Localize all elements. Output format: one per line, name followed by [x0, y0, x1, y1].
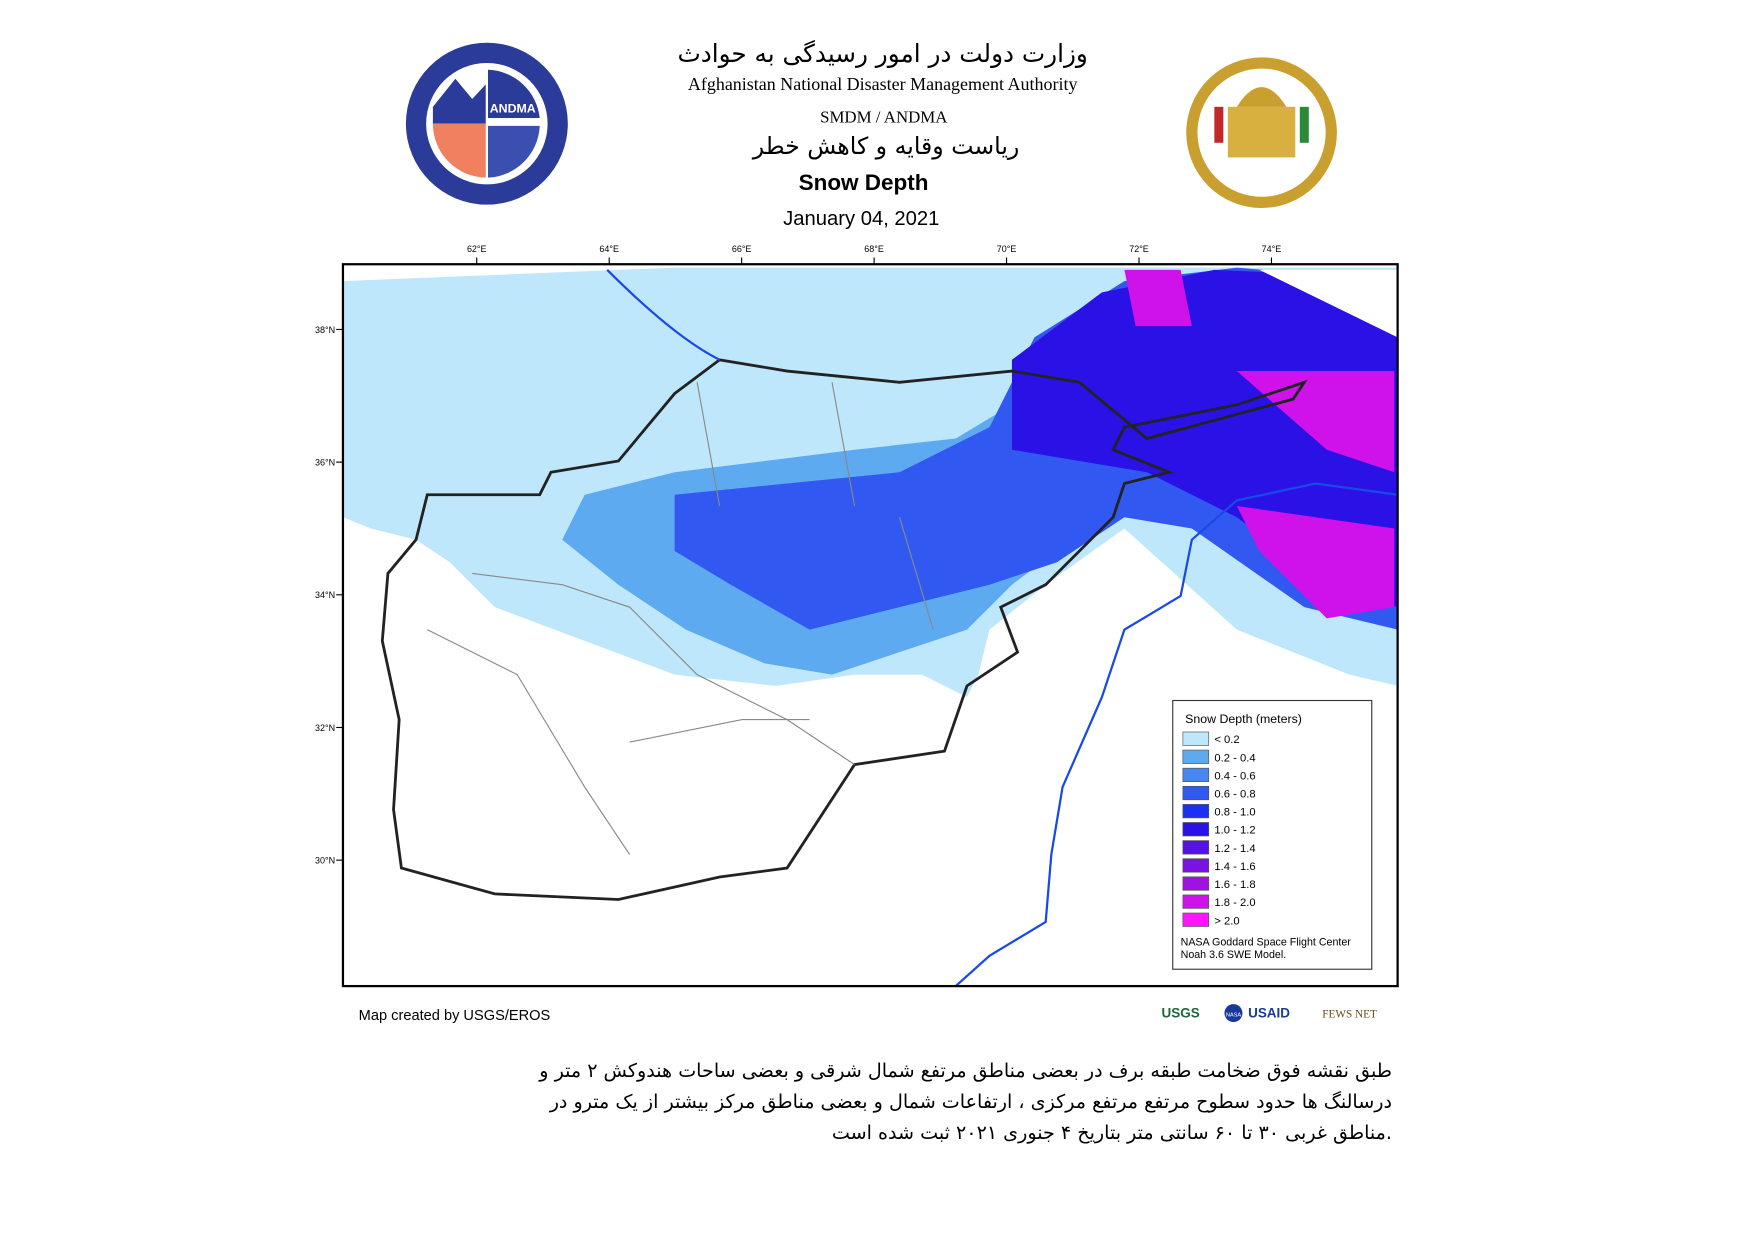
legend-swatch — [1182, 767, 1210, 783]
lon-label: 72°E — [1129, 244, 1149, 254]
lon-label: 74°E — [1262, 244, 1282, 254]
legend-label: 0.8 - 1.0 — [1214, 807, 1255, 819]
river — [606, 269, 1398, 987]
lat-label: 38°N — [315, 325, 335, 335]
legend-swatch — [1182, 894, 1210, 909]
legend-swatch — [1182, 840, 1210, 855]
legend-swatch — [1182, 876, 1210, 891]
logo-usaid: USAID — [1248, 1006, 1290, 1021]
andma-logo: ANDMA — [405, 42, 568, 205]
legend-label: 1.4 - 1.6 — [1214, 861, 1255, 873]
legend-swatch — [1182, 731, 1210, 746]
lat-label: 36°N — [315, 458, 335, 468]
legend-label: 1.2 - 1.4 — [1214, 843, 1255, 855]
logo-usgs: USGS — [1162, 1006, 1200, 1021]
legend-label: 0.2 - 0.4 — [1214, 752, 1255, 764]
legend-swatch — [1182, 858, 1210, 873]
title-en: Afghanistan National Disaster Management… — [688, 74, 1078, 94]
logo-fews: FEWS NET — [1322, 1009, 1377, 1021]
description-line: درسالنگ ها حدود سطوح مرتفع مرتفع مرکزی ،… — [549, 1090, 1392, 1113]
legend-label: 1.8 - 2.0 — [1214, 897, 1255, 909]
lon-label: 70°E — [997, 244, 1017, 254]
snow-deepest — [1124, 269, 1395, 619]
description-line: مناطق غربی ۳۰ تا ۶۰ سانتی متر بتاریخ ۴ ج… — [832, 1121, 1392, 1144]
legend-label: 1.6 - 1.8 — [1214, 879, 1255, 891]
lon-label: 62°E — [467, 244, 487, 254]
nasa-badge — [1224, 1004, 1243, 1023]
legend-swatch — [1182, 912, 1210, 927]
map-date: January 04, 2021 — [783, 208, 939, 230]
title-fa: وزارت دولت در امور رسیدگی به حوادث — [677, 39, 1087, 68]
legend-swatch — [1182, 822, 1210, 837]
legend-label: 0.6 - 0.8 — [1214, 789, 1255, 801]
map-credit: Map created by USGS/EROS — [359, 1008, 551, 1024]
province-lines — [427, 382, 934, 855]
legend-swatch — [1182, 785, 1210, 801]
lon-label: 64°E — [599, 244, 619, 254]
map: 62°E 64°E 66°E 68°E 70°E 72°E 74°E 38°N 36°N 34°N… — [315, 244, 1399, 988]
description-line: طبق نقشه فوق ضخامت طبقه برف در بعضی مناط… — [538, 1059, 1392, 1082]
national-emblem — [1186, 57, 1337, 209]
lat-label: 32°N — [315, 723, 335, 733]
lat-label: 30°N — [315, 856, 335, 866]
afghanistan-border — [380, 358, 1308, 901]
map-title: Snow Depth — [799, 170, 929, 195]
legend-swatch — [1182, 749, 1210, 764]
legend-source: NASA Goddard Space Flight Center — [1181, 937, 1352, 949]
lon-label: 68°E — [864, 244, 884, 254]
lat-label: 34°N — [315, 590, 335, 600]
legend-label: 1.0 - 1.2 — [1214, 825, 1255, 837]
lon-label: 66°E — [732, 244, 752, 254]
unit: SMDM / ANDMA — [820, 108, 948, 127]
legend-label: > 2.0 — [1214, 915, 1239, 927]
legend-label: 0.4 - 0.6 — [1214, 770, 1255, 782]
legend-swatch — [1182, 804, 1210, 819]
partner-logos: USGS NASA USAID FEWS NET — [1162, 1004, 1377, 1023]
legend-title: Snow Depth (meters) — [1185, 712, 1302, 726]
logo-nasa: NASA — [1226, 1012, 1242, 1018]
legend-source: Noah 3.6 SWE Model. — [1181, 949, 1287, 961]
unit-fa: ریاست وقایه و کاهش خطر — [752, 132, 1020, 160]
logo-text: ANDMA — [490, 101, 536, 115]
legend-label: < 0.2 — [1214, 734, 1239, 746]
map-frame — [341, 263, 1399, 988]
